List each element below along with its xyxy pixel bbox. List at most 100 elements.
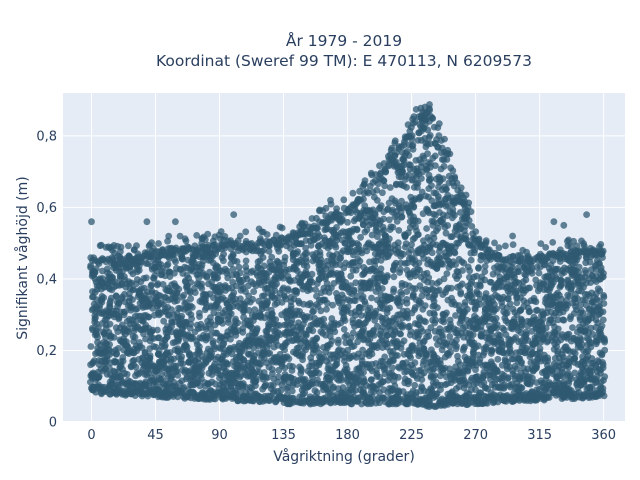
data-point-2679 [356,257,364,265]
data-point-3254 [405,377,413,385]
data-point-2274 [317,307,325,315]
data-point-3365 [414,231,421,239]
data-point-1621 [253,325,261,332]
data-point-3526 [428,182,435,190]
data-point-426 [132,363,140,371]
data-point-4301 [497,336,505,344]
data-point-3473 [424,150,431,158]
data-point-4736 [544,354,552,362]
data-point-1223 [214,274,222,282]
data-point-1183 [208,371,216,378]
data-point-4884 [560,316,568,324]
data-point-973 [187,311,195,318]
data-point-3616 [434,224,442,232]
data-point-1590 [250,288,258,295]
data-point-3641 [435,248,443,255]
data-point-534 [143,274,150,282]
data-point-3048 [389,223,397,231]
data-point-3139 [396,265,404,273]
data-point-953 [187,295,195,303]
data-point-578 [146,352,154,359]
data-point-156 [102,359,109,367]
data-point-706 [159,281,167,288]
data-point-1848 [277,386,285,394]
data-point-3816 [451,211,458,219]
data-point-76 [95,324,102,332]
data-point-4004 [467,256,475,264]
data-point-3796 [447,284,455,292]
data-point-2931 [381,353,389,361]
data-point-5 [87,378,94,386]
data-point-2428 [332,243,340,251]
data-point-3403 [418,175,425,182]
data-point-3450 [422,318,429,326]
data-point-424 [133,305,141,313]
data-point-2375 [329,301,336,309]
data-point-2407 [331,328,339,336]
data-point-4828 [554,325,562,333]
data-point-3614 [434,304,441,311]
data-point-322 [121,290,128,298]
data-point-2943 [380,177,388,185]
data-point-2108 [303,331,310,339]
data-point-1842 [275,247,283,255]
data-point-3799 [449,167,457,175]
data-point-4610 [532,298,540,306]
data-point-1961 [288,387,296,395]
data-point-179 [104,384,112,392]
data-point-3257 [405,229,412,237]
data-point-3694 [440,162,448,170]
data-point-4537 [522,276,530,284]
data-point-3341 [411,359,419,367]
data-point-1925 [284,285,292,293]
data-point-791 [168,306,175,313]
data-point-2160 [308,270,316,278]
data-point-2909 [378,285,386,292]
data-point-2798 [368,350,376,358]
data-point-3172 [398,162,406,170]
data-point-2161 [306,275,314,283]
data-point-348 [123,370,131,378]
data-point-3938 [461,227,468,235]
data-point-546 [145,313,152,321]
data-point-2254 [316,248,324,256]
data-point-3356 [414,217,422,225]
data-point-3819 [451,249,459,257]
data-point-4352 [503,309,511,317]
data-point-3461 [423,225,430,232]
data-point-4967 [567,375,575,383]
data-point-1195 [211,380,219,388]
data-point-1643 [257,360,265,368]
data-point-2426 [333,360,341,368]
data-point-749 [164,260,172,268]
data-point-15 [87,262,95,270]
data-point-3311 [409,145,417,153]
data-point-3565 [429,114,436,122]
data-point-2518 [341,317,349,324]
data-point-4570 [526,380,534,388]
data-point-4252 [492,315,500,322]
data-point-1422 [232,282,240,290]
data-point-1588 [251,306,259,313]
data-point-3124 [395,227,403,234]
data-point-978 [188,303,196,311]
data-point-248 [112,358,120,366]
data-point-386 [129,296,136,303]
data-point-850 [175,285,183,293]
data-point-4007 [467,291,475,299]
data-points [87,101,609,411]
data-point-884 [179,255,186,263]
data-point-3144 [397,288,404,296]
data-point-969 [187,333,195,341]
data-point-2307 [323,305,330,313]
data-point-2977 [382,168,389,176]
data-point-1840 [275,373,282,381]
data-point-1488 [242,257,250,265]
data-point-579 [147,282,155,290]
data-point-1678 [260,262,268,270]
data-point-3644 [435,193,442,201]
data-point-4459 [515,268,522,276]
data-point-2629 [353,225,361,233]
data-point-2917 [377,202,385,210]
